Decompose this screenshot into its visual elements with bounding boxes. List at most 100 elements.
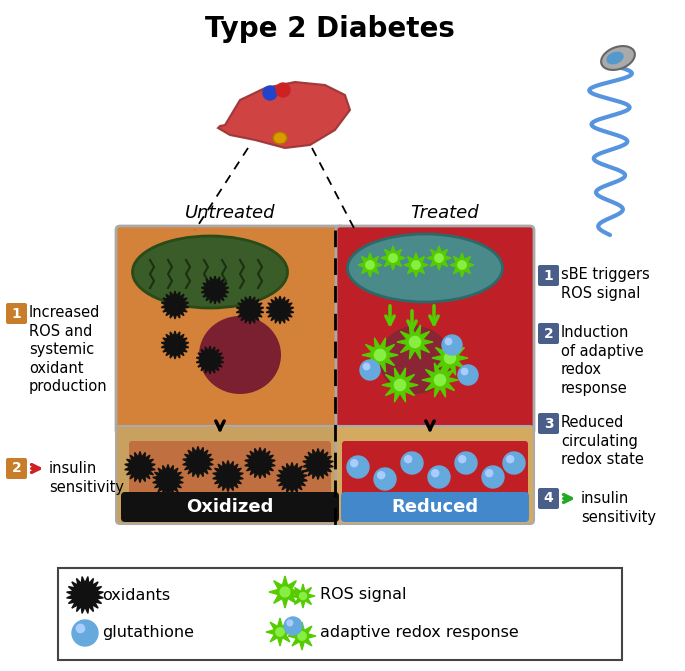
Polygon shape — [450, 253, 474, 277]
Ellipse shape — [347, 234, 503, 302]
FancyBboxPatch shape — [538, 488, 559, 509]
Circle shape — [401, 452, 423, 474]
Circle shape — [375, 350, 386, 360]
Text: Increased
ROS and
systemic
oxidant
production: Increased ROS and systemic oxidant produ… — [29, 305, 108, 395]
FancyBboxPatch shape — [538, 413, 559, 434]
Circle shape — [72, 620, 98, 646]
Text: adaptive redox response: adaptive redox response — [320, 625, 519, 641]
Ellipse shape — [132, 236, 288, 308]
Circle shape — [366, 261, 374, 269]
Circle shape — [432, 470, 438, 476]
Circle shape — [276, 628, 284, 636]
Circle shape — [395, 379, 406, 391]
Circle shape — [363, 363, 370, 370]
Circle shape — [374, 468, 396, 490]
Circle shape — [486, 470, 493, 476]
Text: 1: 1 — [12, 307, 21, 321]
Polygon shape — [288, 622, 316, 650]
Circle shape — [455, 452, 477, 474]
Text: Type 2 Diabetes: Type 2 Diabetes — [205, 15, 455, 43]
Polygon shape — [197, 346, 224, 374]
Text: oxidants: oxidants — [102, 588, 170, 603]
Text: 2: 2 — [12, 462, 21, 476]
FancyBboxPatch shape — [58, 568, 622, 660]
Polygon shape — [245, 448, 275, 478]
Text: sBE triggers
ROS signal: sBE triggers ROS signal — [561, 267, 650, 301]
FancyBboxPatch shape — [6, 303, 27, 324]
Circle shape — [445, 352, 456, 364]
Circle shape — [280, 587, 290, 597]
Circle shape — [482, 466, 504, 488]
FancyBboxPatch shape — [121, 492, 339, 522]
Polygon shape — [213, 460, 243, 491]
FancyBboxPatch shape — [342, 441, 528, 509]
Circle shape — [389, 254, 397, 262]
Circle shape — [445, 338, 451, 345]
Polygon shape — [161, 291, 189, 319]
Circle shape — [347, 456, 369, 478]
Polygon shape — [161, 331, 189, 359]
Circle shape — [434, 374, 446, 386]
Polygon shape — [266, 296, 294, 324]
Text: Oxidized: Oxidized — [186, 498, 274, 516]
Polygon shape — [183, 446, 213, 478]
Polygon shape — [422, 363, 458, 397]
Ellipse shape — [199, 316, 281, 394]
Text: 1: 1 — [544, 268, 553, 282]
Circle shape — [458, 365, 478, 385]
Circle shape — [284, 617, 302, 635]
Text: Induction
of adaptive
redox
response: Induction of adaptive redox response — [561, 325, 644, 396]
Polygon shape — [427, 246, 451, 270]
Polygon shape — [432, 341, 468, 375]
Circle shape — [458, 261, 466, 269]
Circle shape — [351, 460, 358, 466]
Polygon shape — [201, 276, 229, 304]
Circle shape — [428, 466, 450, 488]
Circle shape — [410, 336, 421, 348]
Ellipse shape — [606, 52, 624, 64]
FancyBboxPatch shape — [6, 458, 27, 479]
Text: 4: 4 — [544, 491, 553, 505]
FancyBboxPatch shape — [538, 265, 559, 286]
Polygon shape — [303, 448, 334, 480]
Circle shape — [412, 261, 420, 269]
Polygon shape — [153, 464, 184, 495]
Circle shape — [461, 368, 468, 374]
Polygon shape — [291, 584, 315, 608]
Polygon shape — [358, 253, 382, 277]
Circle shape — [507, 456, 514, 463]
FancyBboxPatch shape — [336, 426, 534, 524]
Text: 2: 2 — [544, 327, 553, 340]
Circle shape — [405, 456, 412, 463]
Text: Reduced
circulating
redox state: Reduced circulating redox state — [561, 415, 644, 467]
Polygon shape — [266, 618, 294, 646]
Circle shape — [299, 592, 306, 599]
Text: insulin
sensitivity: insulin sensitivity — [49, 461, 124, 495]
Circle shape — [287, 620, 292, 626]
Circle shape — [298, 632, 306, 640]
FancyBboxPatch shape — [116, 226, 344, 434]
Ellipse shape — [273, 132, 287, 144]
Polygon shape — [218, 82, 350, 148]
Polygon shape — [236, 296, 264, 324]
Circle shape — [459, 456, 466, 463]
Polygon shape — [66, 576, 103, 613]
Polygon shape — [125, 452, 155, 482]
Text: ROS signal: ROS signal — [320, 588, 406, 603]
Circle shape — [76, 624, 85, 633]
Ellipse shape — [379, 326, 451, 394]
FancyBboxPatch shape — [341, 492, 529, 522]
Circle shape — [435, 254, 443, 262]
Circle shape — [360, 360, 380, 380]
Circle shape — [263, 86, 277, 100]
Circle shape — [442, 335, 462, 355]
FancyBboxPatch shape — [538, 323, 559, 344]
Polygon shape — [277, 462, 308, 493]
Circle shape — [377, 472, 385, 478]
Text: 3: 3 — [544, 417, 553, 431]
Polygon shape — [381, 246, 405, 270]
Circle shape — [503, 452, 525, 474]
FancyBboxPatch shape — [129, 441, 331, 509]
FancyBboxPatch shape — [116, 426, 344, 524]
Circle shape — [276, 83, 290, 97]
